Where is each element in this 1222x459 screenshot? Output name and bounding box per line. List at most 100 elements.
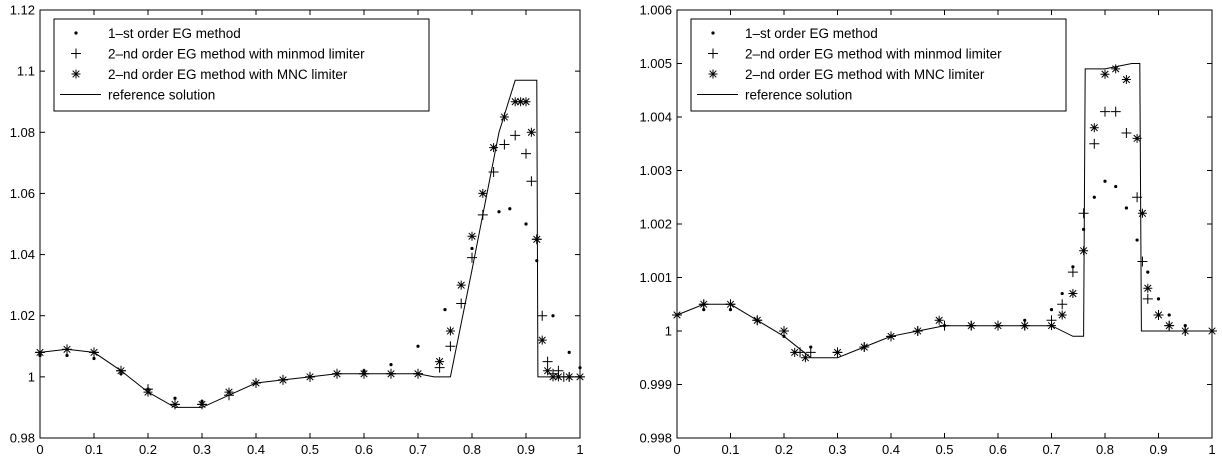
data-point [532, 234, 542, 244]
data-point [1164, 321, 1174, 331]
data-point [524, 222, 528, 226]
legend-marker [708, 48, 718, 59]
data-point [467, 252, 477, 263]
data-point [478, 188, 488, 198]
x-tick-label: 0.4 [247, 442, 265, 457]
data-point [92, 356, 96, 361]
data-point [1103, 179, 1107, 183]
data-point [1071, 265, 1075, 269]
y-tick-label: 1.02 [10, 308, 35, 323]
data-point [197, 399, 207, 409]
data-point [1060, 291, 1064, 296]
data-point [1135, 238, 1139, 242]
legend-label: 1–st order EG method [108, 26, 241, 41]
data-point [1114, 184, 1118, 189]
reference-line [39, 79, 580, 408]
legend-box [53, 18, 430, 112]
y-tick-label: 1.06 [10, 186, 35, 201]
data-point [1110, 106, 1121, 117]
y-tick-label: 1.1 [17, 64, 35, 79]
data-point [1100, 69, 1110, 79]
data-point [805, 347, 816, 358]
data-point [508, 207, 512, 211]
data-point [1137, 208, 1147, 218]
data-point [456, 280, 466, 290]
x-tick-label: 0.9 [1149, 442, 1167, 457]
x-tick-label: 0.2 [139, 442, 157, 457]
legend-marker [71, 48, 81, 59]
data-point [521, 97, 531, 107]
x-tick-label: 0.8 [463, 442, 481, 457]
x-tick-label: 0.9 [517, 442, 535, 457]
x-tick-label: 0.2 [775, 442, 793, 457]
data-point [833, 347, 842, 357]
data-point [488, 167, 499, 178]
data-point [470, 246, 474, 251]
legend-marker [74, 31, 78, 35]
legend-box [690, 18, 1067, 112]
series-2 [672, 106, 1217, 358]
axes-box [39, 9, 581, 439]
series-4 [676, 63, 1212, 359]
data-point [467, 231, 477, 241]
y-tick-label: 1.005 [639, 56, 672, 71]
series-3 [35, 97, 585, 409]
data-point [499, 139, 510, 150]
data-point [1183, 324, 1187, 328]
data-point [526, 127, 536, 137]
y-tick-label: 1 [28, 369, 35, 384]
series-2 [35, 130, 585, 410]
data-point [1121, 128, 1132, 139]
data-point [728, 308, 733, 312]
data-point [445, 341, 456, 352]
data-point [542, 356, 553, 367]
x-tick-label: 0.6 [989, 442, 1007, 457]
legend-label: reference solution [108, 88, 215, 103]
data-point [1156, 297, 1161, 301]
data-point [489, 143, 499, 153]
data-point [1078, 208, 1089, 219]
data-point [1057, 310, 1067, 320]
data-point [779, 326, 789, 336]
y-tick-label: 1.12 [10, 3, 35, 18]
data-point [416, 344, 420, 348]
y-tick-label: 1.04 [10, 247, 35, 262]
axes-box [676, 9, 1213, 439]
x-tick-label: 0.1 [85, 442, 103, 457]
x-tick-label: 0.8 [1096, 442, 1114, 457]
x-tick-label: 0.1 [721, 442, 739, 457]
legend-label: 2–nd order EG method with MNC limiter [108, 67, 348, 82]
chart-2: 0 0.1 0.2 0.3 0.4 0.5 0.6 0.7 0.8 0.9 1 0.998 0.999 1… [639, 3, 1217, 457]
data-point [1132, 133, 1142, 143]
data-point [170, 399, 180, 409]
x-tick-label: 0.4 [882, 442, 900, 457]
data-point [800, 353, 810, 363]
y-tick-label: 0.999 [639, 377, 672, 392]
data-point [1057, 299, 1068, 310]
legend-label: 2–nd order EG method with minmod limiter [108, 47, 365, 62]
legend-label: 2–nd order EG method with MNC limiter [745, 67, 985, 82]
data-point [1100, 106, 1110, 117]
data-point [1142, 293, 1153, 304]
data-point [1111, 64, 1121, 74]
y-tick-label: 1.001 [639, 270, 672, 285]
y-tick-label: 0.98 [10, 431, 35, 446]
y-tick-label: 1.003 [639, 163, 672, 178]
x-tick-label: 0 [36, 442, 43, 457]
data-point [537, 310, 548, 321]
data-point [516, 97, 526, 107]
y-tick-label: 1.08 [10, 125, 35, 140]
x-tick-label: 0.7 [409, 442, 427, 457]
data-point [65, 353, 69, 358]
legend-marker [71, 69, 81, 79]
data-point [1023, 318, 1027, 322]
x-tick-label: 1 [1208, 442, 1215, 457]
data-point [1092, 195, 1096, 199]
data-point [435, 357, 445, 367]
data-point [702, 308, 706, 312]
data-point [1124, 206, 1128, 210]
legend-marker [711, 31, 715, 35]
data-point [790, 347, 800, 357]
x-tick-label: 1 [576, 442, 583, 457]
